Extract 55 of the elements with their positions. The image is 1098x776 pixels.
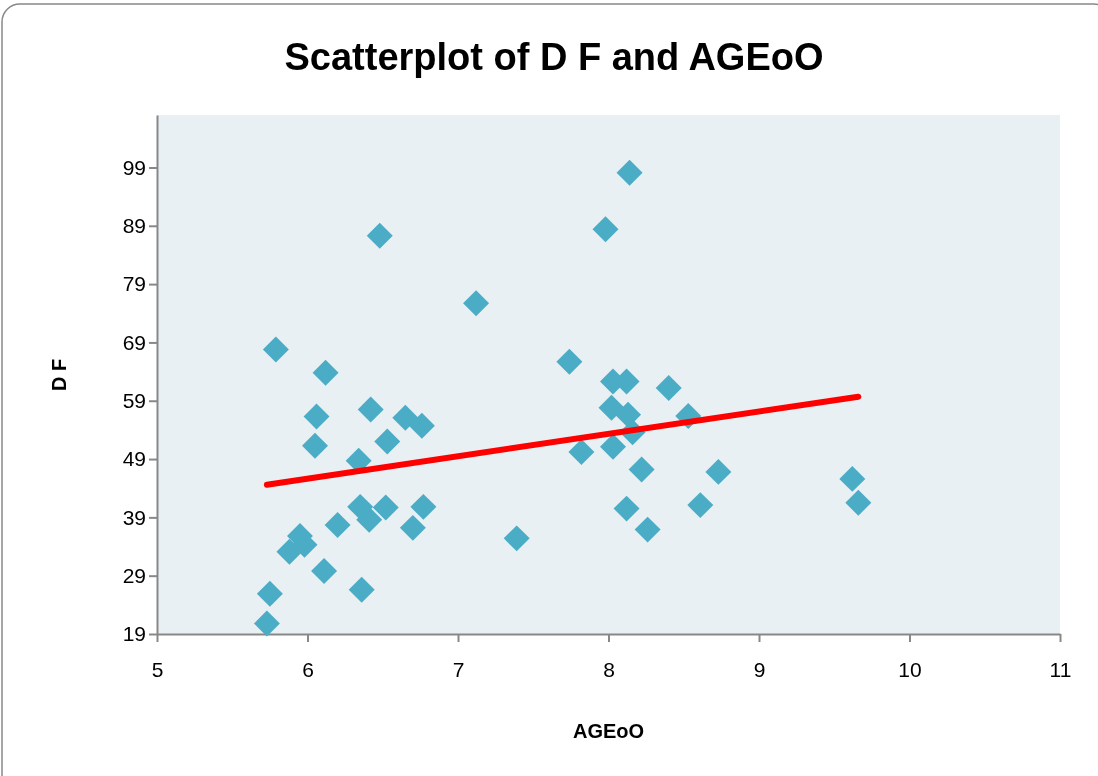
y-axis-title: D F	[48, 358, 70, 392]
point	[324, 511, 351, 538]
point	[655, 374, 682, 401]
point	[568, 439, 595, 466]
point	[262, 336, 289, 363]
x-tick-label: 7	[452, 657, 465, 681]
y-tick-label: 19	[122, 622, 146, 646]
point	[366, 222, 393, 249]
y-tick-label: 69	[122, 330, 146, 354]
point	[463, 290, 490, 317]
point	[845, 489, 872, 516]
y-tick-label: 89	[122, 214, 146, 238]
point	[312, 359, 339, 386]
point	[615, 401, 642, 428]
y-tick-label: 99	[122, 155, 146, 179]
x-tick-label: 9	[753, 657, 766, 681]
point	[303, 403, 330, 430]
point	[311, 558, 338, 585]
point	[634, 516, 661, 543]
x-axis-title: AGEoO	[572, 720, 645, 742]
point	[705, 458, 732, 485]
point	[592, 216, 619, 243]
point	[372, 494, 399, 521]
point	[399, 514, 426, 541]
x-tick-label: 5	[151, 657, 164, 681]
y-tick-label: 29	[122, 563, 146, 587]
point	[348, 576, 375, 603]
chart-title: Scatterplot of D F and AGEoO	[284, 36, 824, 78]
y-tick-label: 59	[122, 388, 146, 412]
point	[302, 432, 329, 459]
point	[839, 465, 866, 492]
point	[408, 412, 435, 439]
point	[276, 538, 303, 565]
x-tick-label: 10	[898, 657, 922, 681]
point	[392, 404, 419, 431]
point	[628, 456, 655, 483]
x-tick-label: 6	[302, 657, 314, 681]
point	[356, 506, 383, 533]
y-tick-label: 79	[122, 272, 146, 296]
point	[613, 495, 640, 522]
point	[616, 159, 643, 186]
point	[256, 580, 283, 607]
point	[374, 428, 401, 455]
point	[410, 493, 437, 520]
point	[598, 394, 625, 421]
point	[600, 433, 626, 460]
point	[253, 610, 280, 637]
x-tick-label: 11	[1049, 657, 1072, 681]
y-tick-label: 49	[122, 447, 146, 471]
point	[503, 525, 530, 552]
x-tick-label: 8	[603, 657, 615, 681]
point	[357, 396, 384, 423]
point	[687, 492, 714, 519]
point	[556, 348, 583, 375]
y-tick-label: 39	[122, 505, 146, 529]
